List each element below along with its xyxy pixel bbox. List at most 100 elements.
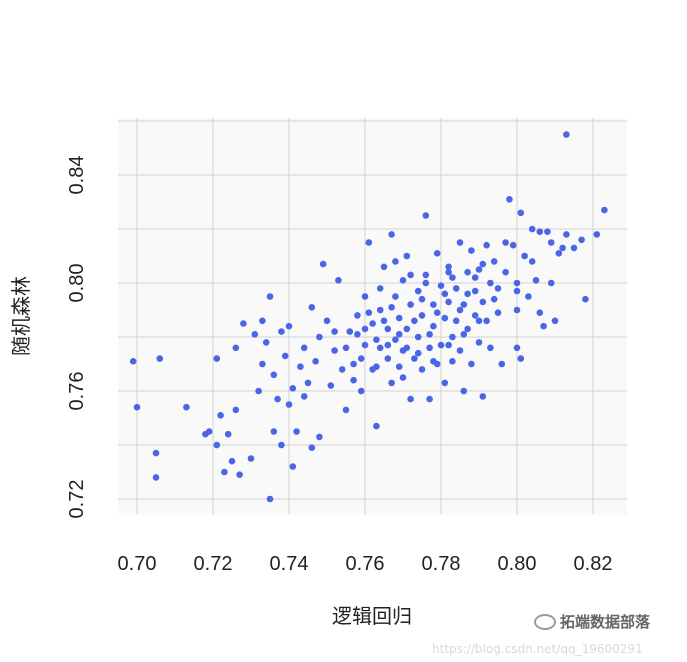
data-point: [468, 247, 475, 254]
watermark-logo: 拓端数据部落: [534, 612, 650, 632]
data-point: [513, 344, 521, 352]
data-point: [414, 287, 422, 295]
x-tick-label: 0.70: [118, 553, 157, 575]
data-point: [380, 263, 388, 271]
data-point: [221, 468, 228, 476]
data-point: [392, 293, 399, 300]
data-point: [479, 393, 487, 400]
data-point: [388, 379, 395, 387]
x-tick-labels: 0.70 0.72 0.74 0.76 0.78 0.80 0.82: [118, 553, 613, 575]
data-point: [388, 304, 395, 311]
data-point: [411, 355, 418, 362]
data-point: [365, 309, 373, 317]
data-point: [502, 268, 509, 276]
data-point: [361, 293, 369, 300]
y-axis-label: 随机森林: [9, 276, 33, 356]
data-point: [487, 344, 494, 352]
data-point: [285, 401, 293, 408]
data-point: [433, 250, 441, 257]
data-point: [433, 309, 441, 317]
data-point: [407, 395, 414, 403]
data-point: [335, 277, 342, 284]
data-point: [536, 309, 544, 317]
data-point: [278, 328, 285, 335]
y-tick-label: 0.80: [66, 264, 88, 303]
data-point: [316, 433, 323, 441]
data-point: [555, 250, 563, 257]
data-point: [532, 277, 540, 284]
data-point: [578, 236, 585, 244]
watermark-url: https://blog.csdn.net/qq_19600291: [432, 642, 643, 656]
data-point: [331, 347, 338, 354]
data-point: [365, 239, 373, 246]
data-point: [502, 239, 509, 246]
data-point: [270, 371, 278, 379]
data-point: [392, 336, 399, 344]
data-point: [475, 317, 483, 325]
data-point: [551, 317, 559, 325]
data-point: [490, 258, 498, 265]
data-point: [281, 352, 289, 360]
data-point: [445, 268, 452, 276]
data-point: [430, 358, 437, 365]
data-point: [460, 331, 468, 338]
data-point: [232, 344, 240, 352]
data-point: [471, 274, 479, 281]
data-point: [251, 331, 259, 338]
y-tick-labels: 0.72 0.76 0.80 0.84: [66, 156, 88, 519]
data-point: [300, 393, 308, 400]
data-point: [418, 295, 426, 303]
data-point: [354, 331, 361, 338]
data-point: [456, 239, 464, 246]
data-point: [483, 241, 490, 249]
data-point: [376, 344, 384, 352]
data-point: [441, 290, 449, 298]
data-point: [449, 274, 456, 281]
data-point: [536, 228, 544, 235]
data-point: [384, 325, 392, 333]
data-point: [540, 322, 547, 330]
data-point: [528, 258, 536, 265]
data-point: [426, 395, 433, 403]
data-point: [369, 320, 376, 327]
data-point: [426, 344, 433, 352]
data-point: [422, 212, 430, 219]
data-point: [319, 260, 327, 268]
data-point: [414, 333, 422, 341]
data-point: [509, 241, 517, 249]
data-point: [346, 328, 354, 335]
data-point: [392, 258, 399, 265]
data-point: [563, 131, 570, 138]
data-point: [331, 328, 338, 335]
data-point: [513, 279, 521, 287]
data-point: [384, 341, 392, 349]
data-point: [403, 252, 411, 260]
data-point: [544, 228, 551, 235]
data-point: [475, 266, 483, 273]
data-point: [494, 309, 502, 317]
data-point: [430, 322, 437, 330]
data-point: [304, 379, 312, 387]
data-point: [327, 382, 335, 389]
data-point: [445, 298, 452, 306]
data-point: [593, 231, 601, 238]
x-tick-label: 0.76: [346, 553, 385, 575]
data-point: [445, 263, 452, 271]
data-point: [308, 444, 316, 452]
data-point: [430, 301, 437, 308]
data-point: [205, 428, 213, 435]
data-point: [232, 406, 240, 414]
data-point: [422, 271, 430, 279]
data-point: [449, 358, 456, 365]
data-point: [274, 395, 281, 403]
data-point: [464, 325, 471, 333]
data-point: [156, 355, 164, 362]
data-point: [490, 295, 498, 303]
data-point: [517, 209, 525, 217]
data-point: [460, 301, 468, 308]
data-point: [525, 293, 532, 300]
data-point: [483, 317, 490, 325]
data-point: [471, 312, 479, 319]
data-point: [506, 196, 513, 203]
data-point: [373, 336, 380, 344]
